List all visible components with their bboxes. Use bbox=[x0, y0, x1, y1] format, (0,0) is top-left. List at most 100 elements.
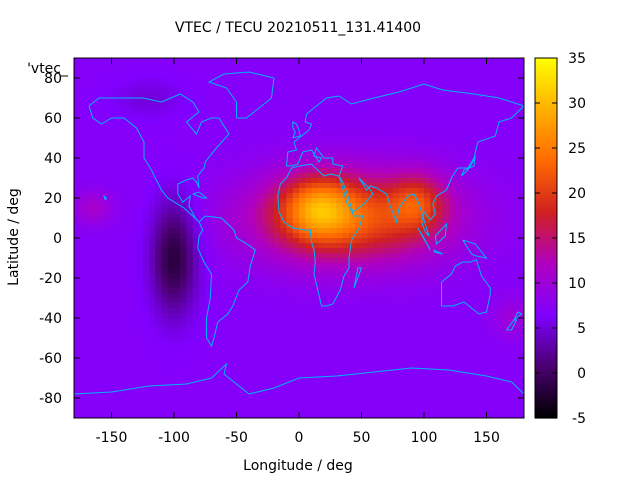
heatmap-cell bbox=[305, 303, 313, 309]
heatmap-cell bbox=[492, 338, 500, 344]
heatmap-cell bbox=[380, 158, 388, 164]
heatmap-cell bbox=[349, 108, 356, 114]
heatmap-cell bbox=[230, 278, 238, 284]
heatmap-cell bbox=[374, 68, 381, 74]
heatmap-cell bbox=[211, 213, 219, 219]
heatmap-cell bbox=[505, 143, 513, 149]
heatmap-cell bbox=[205, 293, 213, 299]
heatmap-cell bbox=[386, 348, 394, 354]
heatmap-cell bbox=[111, 98, 119, 104]
heatmap-cell bbox=[155, 243, 163, 249]
heatmap-cell bbox=[205, 233, 213, 239]
heatmap-cell bbox=[255, 278, 263, 284]
heatmap-cell bbox=[442, 128, 450, 134]
heatmap-cell bbox=[117, 153, 125, 159]
heatmap-cell bbox=[180, 88, 188, 94]
heatmap-cell bbox=[261, 113, 269, 119]
heatmap-cell bbox=[355, 353, 363, 359]
heatmap-cell bbox=[99, 288, 106, 294]
heatmap-cell bbox=[405, 383, 413, 389]
heatmap-cell bbox=[492, 78, 500, 84]
heatmap-cell bbox=[317, 143, 325, 149]
heatmap-cell bbox=[355, 108, 363, 114]
heatmap-cell bbox=[130, 153, 138, 159]
heatmap-cell bbox=[180, 308, 188, 314]
heatmap-cell bbox=[486, 118, 494, 124]
heatmap-cell bbox=[374, 203, 381, 209]
heatmap-cell bbox=[199, 63, 206, 69]
heatmap-cell bbox=[436, 233, 444, 239]
heatmap-cell bbox=[511, 93, 519, 99]
heatmap-cell bbox=[167, 98, 175, 104]
heatmap-cell bbox=[136, 188, 144, 194]
heatmap-cell bbox=[305, 223, 313, 229]
heatmap-cell bbox=[505, 273, 513, 279]
heatmap-cell bbox=[211, 93, 219, 99]
heatmap-cell bbox=[267, 123, 275, 129]
heatmap-cell bbox=[336, 383, 344, 389]
heatmap-cell bbox=[217, 348, 225, 354]
heatmap-cell bbox=[286, 383, 294, 389]
heatmap-cell bbox=[111, 78, 119, 84]
heatmap-cell bbox=[342, 203, 350, 209]
heatmap-cell bbox=[186, 113, 194, 119]
heatmap-cell bbox=[142, 68, 150, 74]
heatmap-cell bbox=[167, 143, 175, 149]
heatmap-cell bbox=[74, 88, 81, 94]
heatmap-cell bbox=[467, 98, 475, 104]
heatmap-cell bbox=[324, 363, 331, 369]
heatmap-cell bbox=[180, 158, 188, 164]
heatmap-cell bbox=[305, 393, 313, 399]
heatmap-cell bbox=[149, 343, 156, 349]
heatmap-cell bbox=[492, 153, 500, 159]
heatmap-cell bbox=[86, 243, 94, 249]
heatmap-cell bbox=[517, 333, 524, 339]
heatmap-cell bbox=[80, 133, 88, 139]
heatmap-cell bbox=[386, 88, 394, 94]
heatmap-cell bbox=[299, 368, 306, 374]
heatmap-cell bbox=[505, 113, 513, 119]
heatmap-cell bbox=[236, 143, 244, 149]
heatmap-cell bbox=[130, 88, 138, 94]
chart-title: VTEC / TECU 20210511_131.41400 bbox=[175, 20, 421, 36]
heatmap-cell bbox=[480, 228, 488, 234]
heatmap-cell bbox=[80, 173, 88, 179]
heatmap-cell bbox=[205, 298, 213, 304]
heatmap-cell bbox=[236, 238, 244, 244]
heatmap-cell bbox=[199, 258, 206, 264]
heatmap-cell bbox=[174, 123, 181, 129]
heatmap-cell bbox=[180, 83, 188, 89]
heatmap-cell bbox=[461, 158, 469, 164]
heatmap-cell bbox=[136, 218, 144, 224]
heatmap-cell bbox=[99, 68, 106, 74]
heatmap-cell bbox=[80, 88, 88, 94]
heatmap-cell bbox=[499, 198, 506, 204]
heatmap-cell bbox=[511, 173, 519, 179]
heatmap-cell bbox=[505, 253, 513, 259]
heatmap-cell bbox=[161, 78, 169, 84]
heatmap-cell bbox=[374, 118, 381, 124]
heatmap-cell bbox=[417, 353, 425, 359]
heatmap-cell bbox=[436, 153, 444, 159]
heatmap-cell bbox=[324, 128, 331, 134]
heatmap-cell bbox=[155, 298, 163, 304]
heatmap-cell bbox=[405, 93, 413, 99]
heatmap-cell bbox=[374, 363, 381, 369]
heatmap-cell bbox=[455, 383, 463, 389]
heatmap-cell bbox=[224, 353, 231, 359]
heatmap-cell bbox=[199, 278, 206, 284]
heatmap-cell bbox=[361, 83, 369, 89]
heatmap-cell bbox=[342, 103, 350, 109]
heatmap-cell bbox=[517, 363, 524, 369]
heatmap-cell bbox=[80, 338, 88, 344]
heatmap-cell bbox=[142, 163, 150, 169]
heatmap-cell bbox=[386, 223, 394, 229]
heatmap-cell bbox=[105, 303, 113, 309]
heatmap-cell bbox=[517, 398, 524, 404]
heatmap-cell bbox=[205, 358, 213, 364]
heatmap-cell bbox=[286, 253, 294, 259]
heatmap-cell bbox=[180, 73, 188, 79]
heatmap-cell bbox=[324, 78, 331, 84]
heatmap-cell bbox=[299, 318, 306, 324]
heatmap-cell bbox=[186, 88, 194, 94]
